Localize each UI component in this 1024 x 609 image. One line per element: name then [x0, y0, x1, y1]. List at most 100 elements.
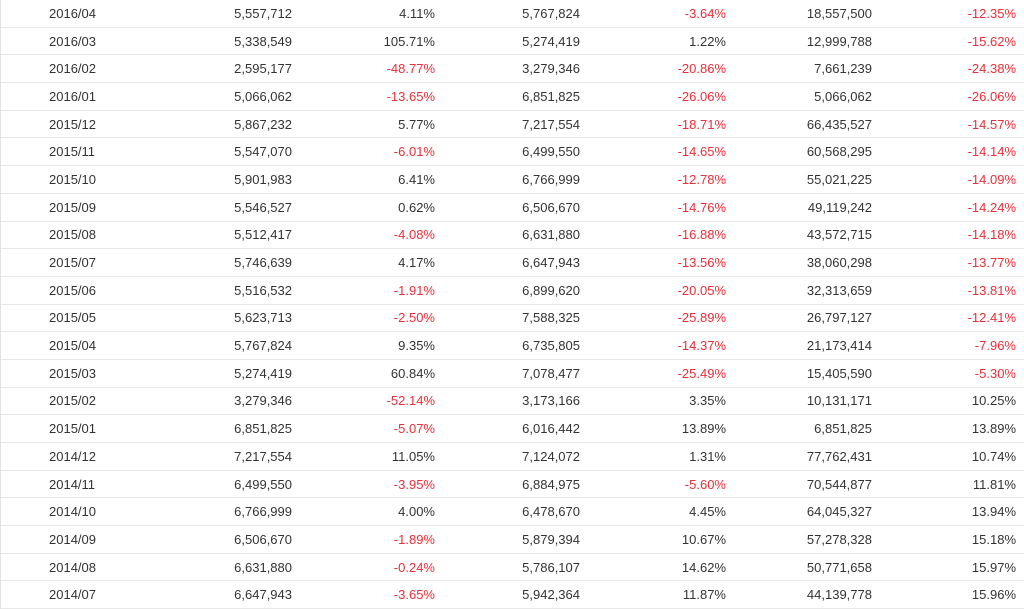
percent-3-cell: 11.81% — [972, 476, 1016, 492]
table-row[interactable]: 2014/08 6,631,880 -0.24% 5,786,107 14.62… — [1, 554, 1024, 582]
percent-3-cell: -14.18% — [967, 227, 1016, 243]
table-row[interactable]: 2015/02 3,279,346 -52.14% 3,173,166 3.35… — [1, 388, 1024, 416]
table-row[interactable]: 2016/02 2,595,177 -48.77% 3,279,346 -20.… — [1, 55, 1024, 84]
month-cell: 2015/12 — [49, 116, 96, 132]
percent-2-cell: 11.87% — [682, 587, 726, 603]
percent-1-cell: -13.65% — [386, 88, 435, 104]
value-3-cell: 60,568,295 — [806, 144, 872, 160]
table-row[interactable]: 2015/08 5,512,417 -4.08% 6,631,880 -16.8… — [1, 222, 1024, 250]
table-row[interactable]: 2014/11 6,499,550 -3.95% 6,884,975 -5.60… — [1, 471, 1024, 499]
percent-3-cell: -15.62% — [967, 33, 1016, 49]
table-row[interactable]: 2015/04 5,767,824 9.35% 6,735,805 -14.37… — [1, 332, 1024, 360]
percent-2-cell: -18.71% — [677, 116, 726, 132]
percent-3-cell: 10.74% — [971, 448, 1016, 464]
percent-2-cell: 10.67% — [681, 531, 726, 547]
percent-2-cell: -5.60% — [684, 476, 726, 492]
table-row[interactable]: 2015/05 5,623,713 -2.50% 7,588,325 -25.8… — [1, 305, 1024, 333]
percent-1-cell: 105.71% — [383, 33, 435, 49]
value-3-cell: 21,173,414 — [806, 338, 872, 354]
percent-3-cell: -26.06% — [967, 88, 1016, 104]
month-cell: 2016/03 — [49, 33, 96, 49]
percent-1-cell: -52.14% — [386, 393, 435, 409]
percent-2-cell: -3.64% — [684, 5, 726, 21]
value-3-cell: 18,557,500 — [806, 5, 872, 21]
value-1-cell: 6,766,999 — [234, 504, 292, 520]
percent-3-cell: -13.77% — [967, 255, 1016, 271]
percent-1-cell: 9.35% — [398, 338, 435, 354]
table-row[interactable]: 2015/11 5,547,070 -6.01% 6,499,550 -14.6… — [1, 138, 1024, 167]
value-1-cell: 5,867,232 — [234, 116, 292, 132]
month-cell: 2015/04 — [49, 338, 96, 354]
percent-3-cell: -14.09% — [967, 171, 1016, 187]
percent-3-cell: 15.96% — [971, 587, 1016, 603]
table-row[interactable]: 2014/07 6,647,943 -3.65% 5,942,364 11.87… — [1, 581, 1024, 609]
percent-2-cell: -14.65% — [677, 144, 726, 160]
value-3-cell: 49,119,242 — [807, 199, 872, 215]
table-row[interactable]: 2015/10 5,901,983 6.41% 6,766,999 -12.78… — [1, 166, 1024, 194]
value-3-cell: 64,045,327 — [806, 504, 872, 520]
percent-1-cell: -6.01% — [393, 144, 435, 160]
month-cell: 2015/07 — [49, 255, 96, 271]
percent-1-cell: 5.77% — [398, 116, 435, 132]
percent-1-cell: 60.84% — [390, 365, 435, 381]
month-cell: 2015/01 — [49, 421, 96, 437]
value-1-cell: 5,901,983 — [234, 171, 292, 187]
month-cell: 2015/06 — [49, 282, 96, 298]
value-1-cell: 5,547,070 — [234, 144, 292, 160]
value-1-cell: 5,066,062 — [234, 88, 292, 104]
value-1-cell: 5,746,639 — [234, 255, 292, 271]
percent-1-cell: -48.77% — [386, 61, 435, 77]
table-row[interactable]: 2016/03 5,338,549 105.71% 5,274,419 1.22… — [1, 28, 1024, 56]
table-row[interactable]: 2014/09 6,506,670 -1.89% 5,879,394 10.67… — [1, 526, 1024, 554]
table-row[interactable]: 2016/01 5,066,062 -13.65% 6,851,825 -26.… — [1, 83, 1024, 111]
value-1-cell: 5,557,712 — [234, 5, 292, 21]
value-2-cell: 6,506,670 — [522, 199, 580, 215]
value-2-cell: 7,124,072 — [522, 448, 580, 464]
value-1-cell: 2,595,177 — [234, 61, 292, 77]
percent-2-cell: -20.05% — [677, 282, 726, 298]
value-2-cell: 5,942,364 — [522, 587, 580, 603]
value-2-cell: 5,274,419 — [522, 33, 580, 49]
value-3-cell: 43,572,715 — [806, 227, 872, 243]
percent-1-cell: 0.62% — [398, 199, 435, 215]
percent-2-cell: 14.62% — [681, 559, 726, 575]
value-1-cell: 3,279,346 — [234, 393, 292, 409]
percent-2-cell: 1.22% — [689, 33, 726, 49]
table-row[interactable]: 2015/06 5,516,532 -1.91% 6,899,620 -20.0… — [1, 277, 1024, 305]
month-cell: 2016/02 — [49, 61, 96, 77]
percent-2-cell: -16.88% — [677, 227, 726, 243]
table-row[interactable]: 2016/04 5,557,712 4.11% 5,767,824 -3.64%… — [1, 0, 1024, 28]
value-2-cell: 6,766,999 — [522, 171, 580, 187]
table-row[interactable]: 2014/10 6,766,999 4.00% 6,478,670 4.45% … — [1, 498, 1024, 527]
value-3-cell: 15,405,590 — [806, 365, 872, 381]
percent-3-cell: -14.57% — [967, 116, 1016, 132]
table-row[interactable]: 2015/12 5,867,232 5.77% 7,217,554 -18.71… — [1, 111, 1024, 139]
value-3-cell: 57,278,328 — [806, 531, 872, 547]
value-3-cell: 66,435,527 — [806, 116, 872, 132]
month-cell: 2015/03 — [49, 365, 96, 381]
value-1-cell: 6,647,943 — [234, 587, 292, 603]
month-cell: 2015/10 — [49, 171, 96, 187]
value-3-cell: 26,797,127 — [806, 310, 872, 326]
percent-1-cell: -4.08% — [393, 227, 435, 243]
table-row[interactable]: 2015/01 6,851,825 -5.07% 6,016,442 13.89… — [1, 415, 1024, 443]
percent-3-cell: 13.89% — [971, 421, 1016, 437]
table-row[interactable]: 2015/09 5,546,527 0.62% 6,506,670 -14.76… — [1, 194, 1024, 222]
value-1-cell: 5,516,532 — [234, 282, 292, 298]
percent-3-cell: 15.18% — [971, 531, 1016, 547]
table-row[interactable]: 2015/03 5,274,419 60.84% 7,078,477 -25.4… — [1, 360, 1024, 388]
percent-3-cell: -12.35% — [967, 5, 1016, 21]
value-1-cell: 6,506,670 — [234, 531, 292, 547]
percent-2-cell: -26.06% — [677, 88, 726, 104]
table-row[interactable]: 2015/07 5,746,639 4.17% 6,647,943 -13.56… — [1, 249, 1024, 277]
percent-3-cell: -24.38% — [967, 61, 1016, 77]
value-1-cell: 6,851,825 — [234, 421, 292, 437]
percent-1-cell: -1.89% — [393, 531, 435, 547]
value-2-cell: 6,499,550 — [522, 144, 580, 160]
value-1-cell: 5,512,417 — [234, 227, 292, 243]
table-row[interactable]: 2014/12 7,217,554 11.05% 7,124,072 1.31%… — [1, 443, 1024, 471]
value-2-cell: 3,173,166 — [522, 393, 580, 409]
value-2-cell: 3,279,346 — [522, 61, 580, 77]
value-2-cell: 6,631,880 — [522, 227, 580, 243]
